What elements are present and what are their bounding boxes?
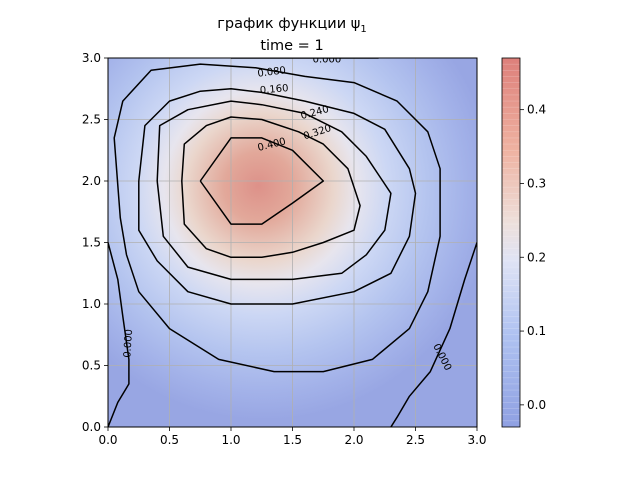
x-tick-label: 1.0 xyxy=(221,433,240,447)
contour-label-text: 0.080 xyxy=(257,65,287,79)
y-tick-label: 0.5 xyxy=(82,359,101,373)
contour-0.320 xyxy=(181,116,361,259)
x-tick-label: 2.0 xyxy=(344,433,363,447)
chart-title: график функции ψ1 xyxy=(217,16,366,35)
colorbar-ticks: 0.0 0.1 0.2 0.3 0.4 xyxy=(520,103,546,412)
contour-lines xyxy=(108,58,477,427)
y-axis: 0.0 0.5 1.0 1.5 2.0 2.5 3.0 xyxy=(82,51,108,434)
contour-0.400 xyxy=(199,137,325,225)
contour-label: 0.160 xyxy=(259,83,288,96)
colorbar-tick-label: 0.4 xyxy=(527,103,546,117)
colorbar-tick-label: 0.1 xyxy=(527,324,546,338)
x-tick-label: 3.0 xyxy=(467,433,486,447)
x-tick-label: 1.5 xyxy=(283,433,302,447)
colorbar-frame xyxy=(501,57,521,428)
chart-subtitle: time = 1 xyxy=(260,38,323,54)
x-tick-label: 0.0 xyxy=(98,433,117,447)
contour-label-text: 0.000 xyxy=(313,55,342,66)
contour-label: 0.080 xyxy=(257,65,287,79)
contour-0.080 xyxy=(113,63,441,373)
y-tick-label: 1.0 xyxy=(82,297,101,311)
y-tick-label: 0.0 xyxy=(82,420,101,434)
contour-0.000 xyxy=(390,242,477,427)
x-tick-label: 0.5 xyxy=(160,433,179,447)
x-tick-label: 2.5 xyxy=(406,433,425,447)
y-tick-label: 2.5 xyxy=(82,113,101,127)
y-tick-label: 3.0 xyxy=(82,51,101,65)
y-tick-label: 2.0 xyxy=(82,174,101,188)
chart-title-main: график функции ψ xyxy=(217,16,360,32)
contour-label: 0.000 xyxy=(122,329,135,358)
contour-0.000 xyxy=(108,242,130,427)
colorbar-bands xyxy=(502,57,520,428)
colorbar xyxy=(502,58,520,427)
x-axis: 0.0 0.5 1.0 1.5 2.0 2.5 3.0 xyxy=(98,427,487,447)
contour-0.240 xyxy=(156,100,392,281)
chart-title-subscript: 1 xyxy=(360,24,366,35)
colorbar-tick-label: 0.2 xyxy=(527,250,546,264)
colorbar-tick-label: 0.0 xyxy=(527,398,546,412)
contour-label-text: 0.160 xyxy=(259,83,288,96)
contour-label: 0.000 xyxy=(313,55,342,66)
contour-0.160 xyxy=(138,88,417,305)
contour-label-text: 0.000 xyxy=(122,329,135,358)
colorbar-tick-label: 0.3 xyxy=(527,176,546,190)
y-tick-label: 1.5 xyxy=(82,236,101,250)
